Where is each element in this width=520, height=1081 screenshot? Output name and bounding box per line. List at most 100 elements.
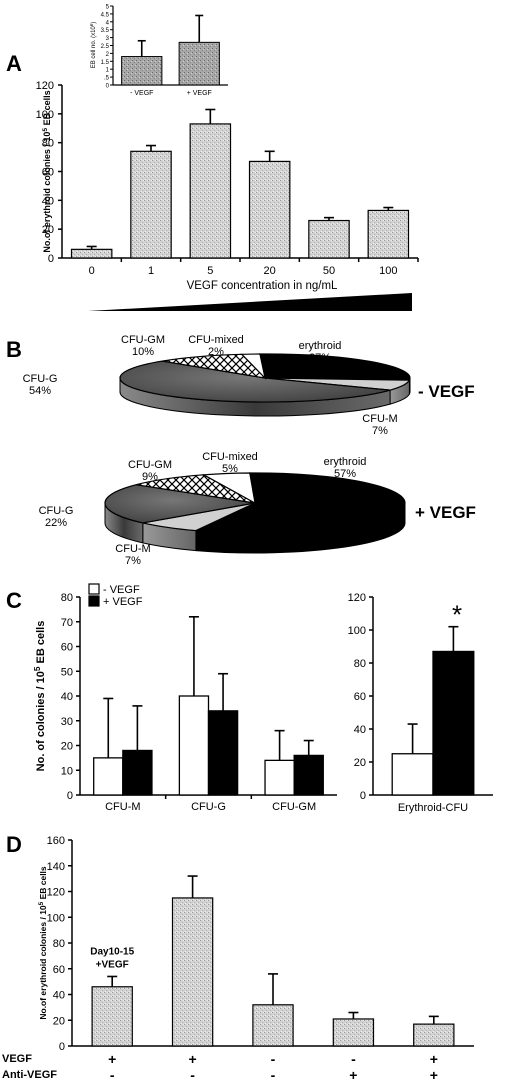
panel-c-left-chart: 0 10 20 30 40 50 60 70 80 CFU-M CFU-G CFU-GM No. of …: [33, 583, 337, 813]
b-top-slice-erythroid: [259, 353, 411, 381]
b-bottom-slice-erythroid: [193, 472, 406, 534]
inset-x-tick-label: - VEGF: [130, 90, 153, 97]
d-bar-annotation-line2: +VEGF: [96, 959, 129, 970]
d-row-label-vegf: VEGF: [2, 1053, 32, 1065]
inset-bar: [121, 56, 163, 86]
c-right-y-tick-label: 0: [360, 790, 366, 802]
d-y-tick-label: 0: [59, 1041, 65, 1053]
c-left-x-tick-label: CFU-GM: [272, 801, 316, 813]
d-y-tick-label: 60: [53, 964, 65, 976]
b-top-label-cfu-m: CFU-M: [362, 413, 397, 425]
inset-y-tick-label: 3: [106, 36, 110, 42]
a-bar: [70, 248, 113, 259]
b-bottom-title: + VEGF: [415, 503, 476, 522]
b-top-label-cfu-mixed-pct: 2%: [208, 346, 224, 358]
a-bar: [308, 219, 350, 259]
a-y-tick-label: 60: [42, 167, 54, 179]
c-right-y-tick-label: 80: [354, 658, 366, 670]
c-left-y-tick-label: 0: [67, 790, 73, 802]
b-bottom-label-cfu-mixed: CFU-mixed: [202, 451, 258, 463]
a-y-tick-label: 0: [48, 253, 54, 265]
b-top-label-cfu-m-pct: 7%: [372, 425, 388, 437]
a-y-label: No.of erythroid colonies / 105 EB cells: [42, 90, 53, 252]
c-legend-swatch: [88, 583, 100, 595]
b-top-slice-cfu-g: [119, 360, 391, 403]
c-right-y-tick-label: 40: [354, 724, 366, 736]
c-right-x-tick-label: Erythroid-CFU: [398, 802, 468, 814]
d-bar: [413, 1023, 455, 1047]
c-legend-swatch: [88, 595, 100, 607]
c-right-y-tick-label: 60: [354, 691, 366, 703]
b-bottom-label-erythroid: erythroid: [324, 456, 367, 468]
b-bottom-slice-cfu-g: [104, 484, 256, 524]
inset-y-tick-label: 2: [106, 52, 110, 58]
c-left-bar-minus-vegf: [264, 759, 295, 796]
panel-a-inset-chart: 0 .5 1 1.5 2 2.5 3 3.5 4 4.55 - VEGF + VEGF EB cell …: [86, 3, 232, 101]
panel-b-letter: B: [6, 337, 22, 362]
inset-y-tick-label: 1: [106, 68, 110, 74]
d-anti-vegf-sign: -: [271, 1067, 276, 1081]
c-left-y-tick-label: 80: [61, 592, 73, 604]
a-y-tick-label: 100: [36, 109, 54, 121]
c-left-bar-plus-vegf: [122, 749, 153, 796]
d-y-tick-label: 160: [47, 835, 65, 847]
a-y-tick-label: 80: [42, 138, 54, 150]
d-bar: [252, 1004, 294, 1047]
a-bar: [189, 123, 232, 259]
d-y-tick-label: 120: [47, 887, 65, 899]
d-y-tick-label: 40: [53, 990, 65, 1002]
d-vegf-sign: +: [108, 1051, 116, 1067]
panel-d-chart: 020406080100120140160+-+----+++Day10-15+…: [2, 835, 474, 1081]
a-y-tick-label: 40: [42, 195, 54, 207]
b-top-label-cfu-gm-pct: 10%: [132, 346, 154, 358]
d-bar: [91, 986, 133, 1047]
c-legend-label: - VEGF: [103, 584, 140, 596]
c-right-y-tick-label: 100: [348, 625, 366, 637]
c-left-y-tick-label: 30: [61, 716, 73, 728]
panel-c-right-chart: 0 20 40 60 80 100 120 Erythroid-CFU *: [348, 592, 493, 814]
d-y-tick-label: 80: [53, 938, 65, 950]
inset-y-tick-label: .5: [104, 76, 110, 82]
b-top-slice-cfu-gm: [162, 353, 267, 379]
a-bar: [130, 150, 172, 259]
b-bottom-label-cfu-g: CFU-G: [39, 505, 74, 517]
c-left-x-tick-label: CFU-M: [105, 801, 140, 813]
a-y-tick-label: 20: [42, 224, 54, 236]
d-y-label: No.of erythroid colonies / 105 EB cells: [38, 866, 49, 1020]
d-vegf-sign: -: [351, 1051, 356, 1067]
a-bar: [367, 209, 410, 259]
d-anti-vegf-sign: -: [110, 1067, 115, 1081]
a-x-tick-label: 0: [89, 265, 95, 277]
c-left-bar-minus-vegf: [178, 695, 210, 796]
b-bottom-label-cfu-mixed-pct: 5%: [222, 463, 238, 475]
d-y-tick-label: 100: [47, 912, 65, 924]
c-right-bar-minus-vegf: [391, 753, 434, 796]
a-y-tick-label: 120: [36, 80, 54, 92]
b-bottom-label-erythroid-pct: 57%: [334, 468, 356, 480]
b-bottom-slice-cfu-mixed: [201, 472, 256, 505]
d-vegf-sign: +: [189, 1051, 197, 1067]
d-anti-vegf-sign: +: [430, 1067, 438, 1081]
b-top-label-cfu-g-pct: 54%: [29, 385, 51, 397]
b-bottom-label-cfu-m: CFU-M: [115, 543, 150, 555]
panel-a-letter: A: [6, 51, 22, 76]
a-x-tick-label: 1: [148, 265, 154, 277]
b-top-label-cfu-mixed: CFU-mixed: [188, 334, 244, 346]
c-left-y-tick-label: 70: [61, 617, 73, 629]
b-top-title: - VEGF: [418, 382, 475, 401]
d-vegf-sign: +: [430, 1051, 438, 1067]
b-top-label-erythroid: erythroid: [299, 340, 342, 352]
a-x-tick-label: 50: [323, 265, 335, 277]
a-x-tick-label: 20: [264, 265, 276, 277]
panel-d-letter: D: [6, 832, 22, 857]
b-bottom-slice-cfu-gm: [136, 474, 256, 504]
d-row-label-anti-vegf: Anti-VEGF: [2, 1069, 57, 1081]
inset-y-label: EB cell no. (x106): [89, 22, 98, 69]
inset-y-tick-label: 4: [106, 20, 110, 26]
inset-y-tick-label: 3.5: [101, 28, 110, 34]
d-anti-vegf-sign: -: [190, 1067, 195, 1081]
c-left-y-tick-label: 60: [61, 642, 73, 654]
